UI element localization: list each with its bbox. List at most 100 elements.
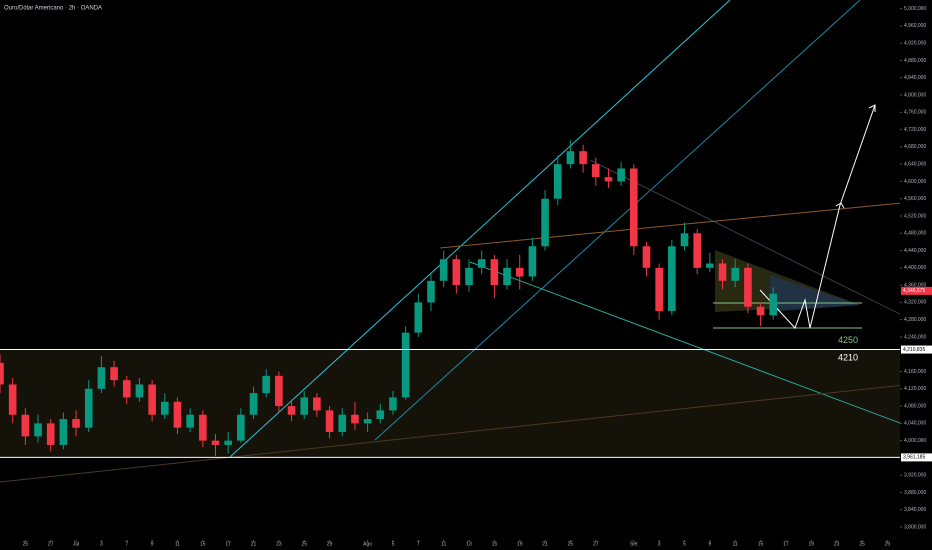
y-tick-label: 4,440,000	[904, 248, 926, 254]
x-tick-label: 15	[758, 541, 764, 547]
y-tick-label: 4,360,000	[904, 282, 926, 288]
trend-line	[439, 199, 932, 249]
candle-body	[477, 259, 486, 268]
candle-body	[604, 177, 613, 182]
y-tick-label: 4,480,000	[904, 231, 926, 237]
chart-title: Ouro/Dólar Americano · 2h · OANDA	[4, 6, 102, 12]
candle-body	[34, 423, 42, 437]
arrow-head	[835, 202, 845, 209]
candle-body	[122, 380, 131, 398]
x-tick-label: 7	[125, 541, 128, 547]
x-tick-label: 25	[568, 541, 574, 547]
x-tick-label: 11	[733, 541, 738, 547]
y-tick-label: 4,600,000	[904, 179, 926, 185]
x-tick-label: 27	[593, 541, 599, 547]
x-tick-label: 15	[492, 541, 498, 547]
y-tick-label: 4,840,000	[904, 75, 926, 81]
x-tick-label: 9	[708, 541, 711, 547]
y-tick-label: 4,240,000	[904, 334, 926, 340]
candle-body	[97, 367, 106, 389]
x-tick-label: 19	[808, 541, 814, 547]
candle-body	[642, 246, 651, 268]
arrow-head	[868, 104, 876, 112]
candle-body	[8, 384, 17, 415]
candle-body	[668, 246, 676, 312]
candle-body	[160, 401, 169, 415]
y-tick-label: 4,280,000	[904, 317, 926, 323]
x-tick-label: Set	[630, 541, 638, 547]
candle-body	[59, 419, 68, 445]
x-tick-label: 25	[23, 541, 29, 547]
x-tick-label: 13	[466, 541, 472, 547]
candle-body	[363, 419, 372, 424]
x-tick-label: 5	[683, 541, 686, 547]
candle-body	[553, 164, 562, 199]
x-tick-label: 9	[151, 541, 154, 547]
candle-body	[744, 267, 752, 307]
candle-body	[503, 267, 511, 286]
x-tick-label: 7	[417, 541, 420, 547]
y-tick-label: 3,880,000	[904, 490, 926, 496]
y-tick-label: 4,960,000	[904, 23, 926, 29]
candle-body	[731, 267, 740, 281]
candle-body	[148, 384, 156, 415]
x-tick-label: 11	[441, 541, 446, 547]
candle-body	[287, 406, 296, 415]
x-tick-label: 5	[392, 541, 395, 547]
candle-body	[718, 263, 727, 281]
y-tick-label: 3,800,000	[904, 524, 926, 530]
x-tick-label: 3	[100, 541, 103, 547]
candle-body	[490, 259, 499, 286]
y-tick-label: 4,040,000	[904, 421, 926, 427]
candle-body	[135, 384, 144, 398]
x-tick-label: 3	[658, 541, 661, 547]
candle-body	[617, 168, 625, 182]
candle-body	[515, 267, 524, 277]
y-tick-label: 4,560,000	[904, 196, 926, 202]
annotation: 4250	[838, 335, 858, 345]
price-tag-label: 4,346,675	[903, 288, 925, 294]
price-tag	[901, 453, 932, 462]
projection-arrow	[759, 104, 876, 329]
candle-body	[173, 401, 182, 428]
candle-body	[46, 423, 55, 445]
x-tick-label: 11	[175, 541, 180, 547]
x-tick-label: 25	[301, 541, 307, 547]
candle-body	[110, 367, 118, 381]
x-tick-label: 17	[225, 541, 231, 547]
price-tag	[901, 345, 932, 354]
x-tick-label: 19	[517, 541, 523, 547]
trend-line	[229, 0, 731, 458]
candle-body	[452, 259, 461, 286]
candle-body	[528, 246, 537, 277]
candle-body	[655, 267, 663, 312]
y-tick-label: 5,000,000	[904, 6, 926, 12]
candle-body	[262, 375, 270, 394]
range-zone	[0, 349, 900, 457]
y-tick-label: 4,680,000	[904, 144, 926, 150]
x-tick-label: Jul	[73, 541, 79, 547]
annotation: 4210	[838, 352, 858, 362]
candle-body	[630, 168, 638, 247]
y-tick-label: 4,640,000	[904, 161, 926, 167]
price-tag-label: 3,961,185	[903, 455, 925, 461]
candle-body	[275, 375, 283, 407]
x-tick-label: 23	[834, 541, 840, 547]
candle-body	[21, 414, 30, 437]
candle-body	[211, 440, 220, 445]
price-axis	[900, 0, 932, 550]
candle-body	[680, 233, 689, 247]
x-tick-label: 21	[542, 541, 548, 547]
x-tick-label: 15	[200, 541, 206, 547]
x-tick-label: 27	[48, 541, 54, 547]
price-tag-label: 4,210,835	[903, 347, 925, 353]
candle-body	[224, 440, 232, 445]
candle-body	[579, 151, 587, 165]
trend-line	[589, 159, 932, 331]
candle-body	[300, 397, 309, 415]
trend-line	[0, 381, 932, 483]
candle-body	[541, 198, 549, 247]
candle-body	[439, 259, 448, 281]
y-tick-label: 4,720,000	[904, 127, 926, 133]
y-tick-label: 4,520,000	[904, 213, 926, 219]
